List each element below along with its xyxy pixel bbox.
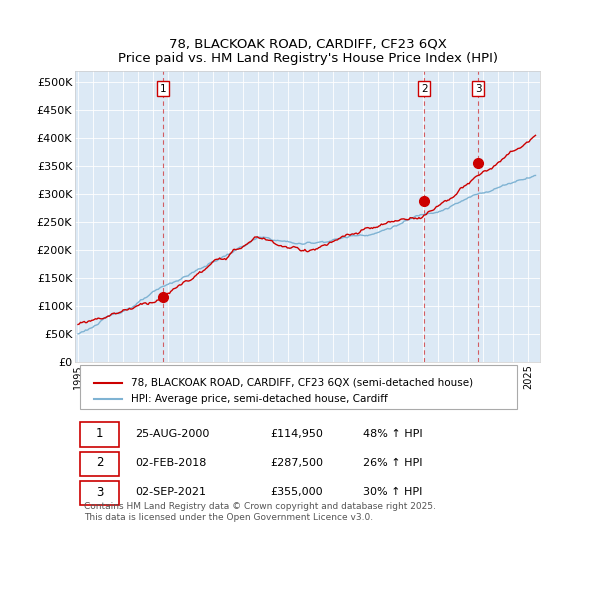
Text: 26% ↑ HPI: 26% ↑ HPI [364,458,423,468]
Text: HPI: Average price, semi-detached house, Cardiff: HPI: Average price, semi-detached house,… [131,394,388,404]
Text: 30% ↑ HPI: 30% ↑ HPI [364,487,422,497]
Text: 1: 1 [96,427,103,440]
Text: 3: 3 [475,84,481,94]
Text: 2: 2 [96,457,103,470]
Text: 2: 2 [421,84,428,94]
Text: £287,500: £287,500 [270,458,323,468]
Text: 3: 3 [96,486,103,499]
Text: 02-FEB-2018: 02-FEB-2018 [136,458,207,468]
Text: 78, BLACKOAK ROAD, CARDIFF, CF23 6QX (semi-detached house): 78, BLACKOAK ROAD, CARDIFF, CF23 6QX (se… [131,378,473,388]
FancyBboxPatch shape [80,451,119,476]
Text: £114,950: £114,950 [270,428,323,438]
Text: Contains HM Land Registry data © Crown copyright and database right 2025.
This d: Contains HM Land Registry data © Crown c… [84,503,436,522]
Text: £355,000: £355,000 [270,487,323,497]
Text: 48% ↑ HPI: 48% ↑ HPI [364,428,423,438]
Text: 1: 1 [160,84,166,94]
FancyBboxPatch shape [80,422,119,447]
FancyBboxPatch shape [80,481,119,506]
Title: 78, BLACKOAK ROAD, CARDIFF, CF23 6QX
Price paid vs. HM Land Registry's House Pri: 78, BLACKOAK ROAD, CARDIFF, CF23 6QX Pri… [118,38,497,65]
Text: 02-SEP-2021: 02-SEP-2021 [136,487,206,497]
Text: 25-AUG-2000: 25-AUG-2000 [136,428,210,438]
FancyBboxPatch shape [80,365,517,409]
